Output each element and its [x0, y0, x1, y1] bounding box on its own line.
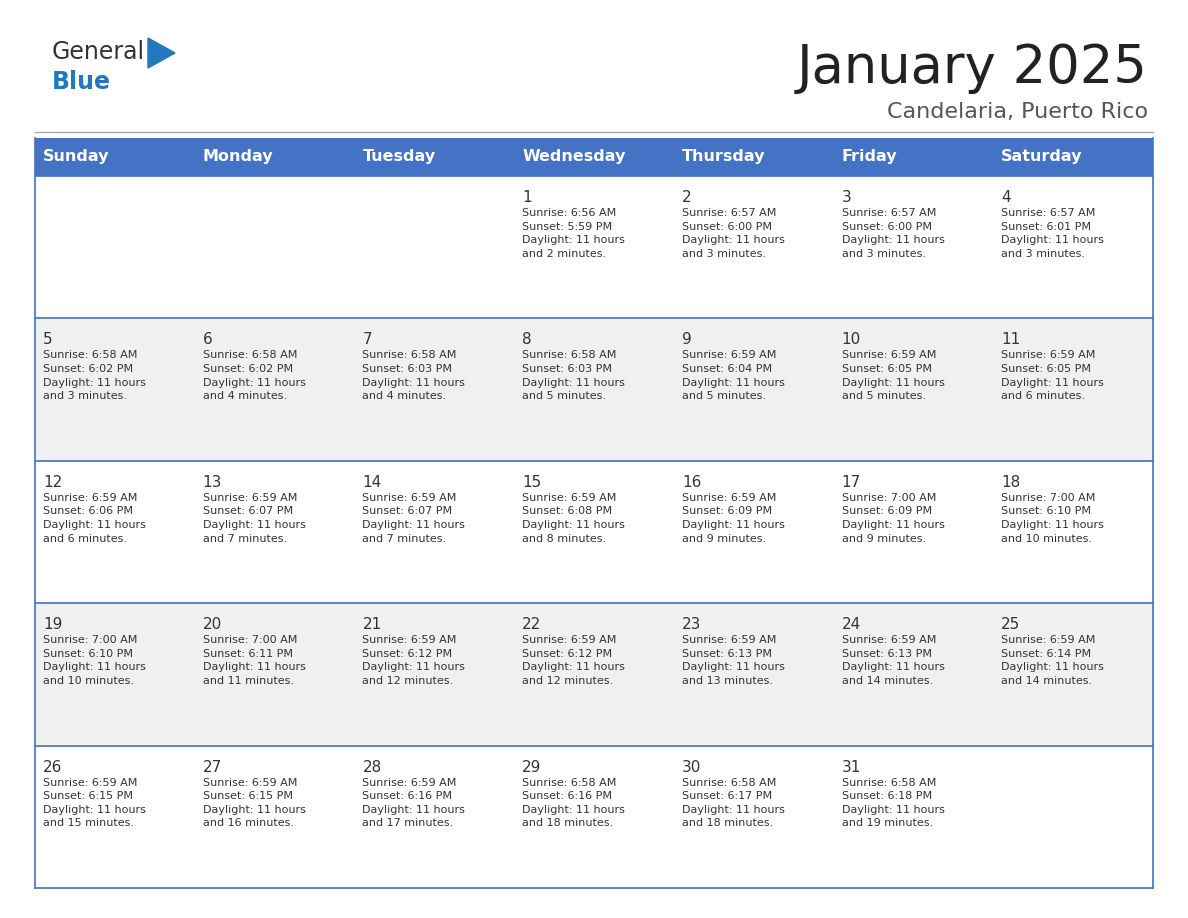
Text: Thursday: Thursday — [682, 150, 765, 164]
Text: 5: 5 — [43, 332, 52, 347]
Text: 10: 10 — [841, 332, 861, 347]
Text: Sunrise: 6:59 AM
Sunset: 6:05 PM
Daylight: 11 hours
and 5 minutes.: Sunrise: 6:59 AM Sunset: 6:05 PM Dayligh… — [841, 351, 944, 401]
Text: 14: 14 — [362, 475, 381, 490]
Text: 15: 15 — [523, 475, 542, 490]
Bar — [34, 461, 1154, 603]
Text: Sunrise: 6:59 AM
Sunset: 6:13 PM
Daylight: 11 hours
and 13 minutes.: Sunrise: 6:59 AM Sunset: 6:13 PM Dayligh… — [682, 635, 785, 686]
Text: Sunrise: 6:59 AM
Sunset: 6:06 PM
Daylight: 11 hours
and 6 minutes.: Sunrise: 6:59 AM Sunset: 6:06 PM Dayligh… — [43, 493, 146, 543]
Text: 20: 20 — [203, 617, 222, 633]
Bar — [34, 176, 1154, 319]
Text: 13: 13 — [203, 475, 222, 490]
Text: General: General — [52, 40, 145, 64]
Bar — [34, 319, 1154, 461]
Text: Sunrise: 7:00 AM
Sunset: 6:10 PM
Daylight: 11 hours
and 10 minutes.: Sunrise: 7:00 AM Sunset: 6:10 PM Dayligh… — [43, 635, 146, 686]
Text: Monday: Monday — [203, 150, 273, 164]
Text: Sunrise: 6:58 AM
Sunset: 6:02 PM
Daylight: 11 hours
and 4 minutes.: Sunrise: 6:58 AM Sunset: 6:02 PM Dayligh… — [203, 351, 305, 401]
Text: 11: 11 — [1001, 332, 1020, 347]
Text: 24: 24 — [841, 617, 861, 633]
Text: Sunrise: 7:00 AM
Sunset: 6:11 PM
Daylight: 11 hours
and 11 minutes.: Sunrise: 7:00 AM Sunset: 6:11 PM Dayligh… — [203, 635, 305, 686]
Text: Sunrise: 6:59 AM
Sunset: 6:04 PM
Daylight: 11 hours
and 5 minutes.: Sunrise: 6:59 AM Sunset: 6:04 PM Dayligh… — [682, 351, 785, 401]
Text: Sunrise: 6:59 AM
Sunset: 6:07 PM
Daylight: 11 hours
and 7 minutes.: Sunrise: 6:59 AM Sunset: 6:07 PM Dayligh… — [203, 493, 305, 543]
Text: Blue: Blue — [52, 70, 110, 94]
Text: Sunrise: 6:59 AM
Sunset: 6:16 PM
Daylight: 11 hours
and 17 minutes.: Sunrise: 6:59 AM Sunset: 6:16 PM Dayligh… — [362, 778, 466, 828]
Text: 28: 28 — [362, 759, 381, 775]
Text: 17: 17 — [841, 475, 861, 490]
Text: January 2025: January 2025 — [797, 42, 1148, 94]
Text: Sunrise: 6:59 AM
Sunset: 6:14 PM
Daylight: 11 hours
and 14 minutes.: Sunrise: 6:59 AM Sunset: 6:14 PM Dayligh… — [1001, 635, 1104, 686]
Text: 23: 23 — [682, 617, 701, 633]
Text: Sunrise: 6:57 AM
Sunset: 6:00 PM
Daylight: 11 hours
and 3 minutes.: Sunrise: 6:57 AM Sunset: 6:00 PM Dayligh… — [682, 208, 785, 259]
Text: 8: 8 — [523, 332, 532, 347]
Text: 25: 25 — [1001, 617, 1020, 633]
Text: 27: 27 — [203, 759, 222, 775]
Text: Wednesday: Wednesday — [523, 150, 626, 164]
Bar — [34, 138, 1154, 176]
Text: Sunrise: 6:59 AM
Sunset: 6:09 PM
Daylight: 11 hours
and 9 minutes.: Sunrise: 6:59 AM Sunset: 6:09 PM Dayligh… — [682, 493, 785, 543]
Text: Sunrise: 6:59 AM
Sunset: 6:13 PM
Daylight: 11 hours
and 14 minutes.: Sunrise: 6:59 AM Sunset: 6:13 PM Dayligh… — [841, 635, 944, 686]
Text: 19: 19 — [43, 617, 63, 633]
Text: Sunrise: 6:56 AM
Sunset: 5:59 PM
Daylight: 11 hours
and 2 minutes.: Sunrise: 6:56 AM Sunset: 5:59 PM Dayligh… — [523, 208, 625, 259]
Text: 22: 22 — [523, 617, 542, 633]
Text: 7: 7 — [362, 332, 372, 347]
Text: 3: 3 — [841, 190, 852, 205]
Text: 31: 31 — [841, 759, 861, 775]
Text: Sunrise: 6:59 AM
Sunset: 6:08 PM
Daylight: 11 hours
and 8 minutes.: Sunrise: 6:59 AM Sunset: 6:08 PM Dayligh… — [523, 493, 625, 543]
Text: 6: 6 — [203, 332, 213, 347]
Text: Sunrise: 6:58 AM
Sunset: 6:03 PM
Daylight: 11 hours
and 4 minutes.: Sunrise: 6:58 AM Sunset: 6:03 PM Dayligh… — [362, 351, 466, 401]
Text: Sunrise: 6:58 AM
Sunset: 6:02 PM
Daylight: 11 hours
and 3 minutes.: Sunrise: 6:58 AM Sunset: 6:02 PM Dayligh… — [43, 351, 146, 401]
Bar — [34, 745, 1154, 888]
Text: Saturday: Saturday — [1001, 150, 1082, 164]
Text: Sunrise: 6:57 AM
Sunset: 6:01 PM
Daylight: 11 hours
and 3 minutes.: Sunrise: 6:57 AM Sunset: 6:01 PM Dayligh… — [1001, 208, 1104, 259]
Text: Sunrise: 6:58 AM
Sunset: 6:16 PM
Daylight: 11 hours
and 18 minutes.: Sunrise: 6:58 AM Sunset: 6:16 PM Dayligh… — [523, 778, 625, 828]
Text: Sunrise: 6:59 AM
Sunset: 6:05 PM
Daylight: 11 hours
and 6 minutes.: Sunrise: 6:59 AM Sunset: 6:05 PM Dayligh… — [1001, 351, 1104, 401]
Text: Sunrise: 6:59 AM
Sunset: 6:12 PM
Daylight: 11 hours
and 12 minutes.: Sunrise: 6:59 AM Sunset: 6:12 PM Dayligh… — [523, 635, 625, 686]
Text: 9: 9 — [682, 332, 691, 347]
Text: Sunrise: 6:59 AM
Sunset: 6:07 PM
Daylight: 11 hours
and 7 minutes.: Sunrise: 6:59 AM Sunset: 6:07 PM Dayligh… — [362, 493, 466, 543]
Text: Tuesday: Tuesday — [362, 150, 436, 164]
Text: Sunrise: 6:59 AM
Sunset: 6:12 PM
Daylight: 11 hours
and 12 minutes.: Sunrise: 6:59 AM Sunset: 6:12 PM Dayligh… — [362, 635, 466, 686]
Text: 18: 18 — [1001, 475, 1020, 490]
Text: 30: 30 — [682, 759, 701, 775]
Text: 4: 4 — [1001, 190, 1011, 205]
Bar — [34, 603, 1154, 745]
Text: 2: 2 — [682, 190, 691, 205]
Text: Candelaria, Puerto Rico: Candelaria, Puerto Rico — [887, 102, 1148, 122]
Text: Sunrise: 6:58 AM
Sunset: 6:17 PM
Daylight: 11 hours
and 18 minutes.: Sunrise: 6:58 AM Sunset: 6:17 PM Dayligh… — [682, 778, 785, 828]
Polygon shape — [148, 38, 175, 68]
Text: Sunrise: 6:58 AM
Sunset: 6:18 PM
Daylight: 11 hours
and 19 minutes.: Sunrise: 6:58 AM Sunset: 6:18 PM Dayligh… — [841, 778, 944, 828]
Text: Sunrise: 6:59 AM
Sunset: 6:15 PM
Daylight: 11 hours
and 16 minutes.: Sunrise: 6:59 AM Sunset: 6:15 PM Dayligh… — [203, 778, 305, 828]
Text: Sunday: Sunday — [43, 150, 109, 164]
Text: Friday: Friday — [841, 150, 897, 164]
Text: Sunrise: 6:59 AM
Sunset: 6:15 PM
Daylight: 11 hours
and 15 minutes.: Sunrise: 6:59 AM Sunset: 6:15 PM Dayligh… — [43, 778, 146, 828]
Text: 16: 16 — [682, 475, 701, 490]
Text: Sunrise: 6:58 AM
Sunset: 6:03 PM
Daylight: 11 hours
and 5 minutes.: Sunrise: 6:58 AM Sunset: 6:03 PM Dayligh… — [523, 351, 625, 401]
Text: Sunrise: 6:57 AM
Sunset: 6:00 PM
Daylight: 11 hours
and 3 minutes.: Sunrise: 6:57 AM Sunset: 6:00 PM Dayligh… — [841, 208, 944, 259]
Text: 12: 12 — [43, 475, 62, 490]
Text: 21: 21 — [362, 617, 381, 633]
Text: 1: 1 — [523, 190, 532, 205]
Text: 26: 26 — [43, 759, 63, 775]
Text: Sunrise: 7:00 AM
Sunset: 6:09 PM
Daylight: 11 hours
and 9 minutes.: Sunrise: 7:00 AM Sunset: 6:09 PM Dayligh… — [841, 493, 944, 543]
Text: 29: 29 — [523, 759, 542, 775]
Text: Sunrise: 7:00 AM
Sunset: 6:10 PM
Daylight: 11 hours
and 10 minutes.: Sunrise: 7:00 AM Sunset: 6:10 PM Dayligh… — [1001, 493, 1104, 543]
